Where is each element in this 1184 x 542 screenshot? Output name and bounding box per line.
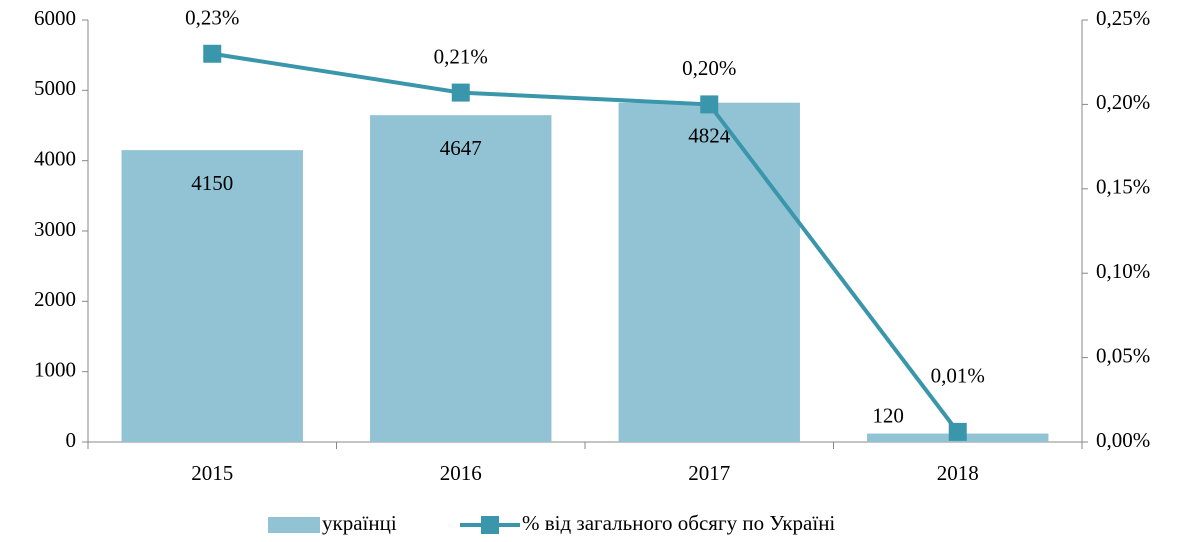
legend-marker: [481, 516, 499, 534]
line-marker: [700, 95, 719, 114]
bar-value-label: 4150: [191, 171, 233, 195]
x-tick-label: 2017: [688, 461, 730, 485]
y-tick-label: 0: [66, 428, 77, 452]
line-value-label: 0,01%: [931, 364, 985, 388]
y2-tick-label: 0,15%: [1096, 175, 1150, 199]
x-tick-label: 2018: [937, 461, 979, 485]
line-value-label: 0,21%: [434, 44, 488, 68]
legend-label: % від загального обсягу по Україні: [522, 511, 835, 535]
legend-swatch: [268, 517, 320, 533]
y2-tick-label: 0,25%: [1096, 6, 1150, 30]
y2-tick-label: 0,00%: [1096, 428, 1150, 452]
y-tick-label: 4000: [34, 146, 76, 170]
line-marker: [203, 44, 222, 63]
y-tick-label: 2000: [34, 287, 76, 311]
line-value-label: 0,23%: [185, 6, 239, 30]
x-tick-label: 2015: [191, 461, 233, 485]
y2-tick-label: 0,10%: [1096, 259, 1150, 283]
y-tick-label: 5000: [34, 76, 76, 100]
bar: [370, 115, 552, 442]
line: [211, 51, 960, 434]
y2-tick-label: 0,20%: [1096, 90, 1150, 114]
x-tick-label: 2016: [440, 461, 482, 485]
y-tick-label: 1000: [34, 357, 76, 381]
bar-value-label: 4647: [440, 136, 482, 160]
line-marker: [451, 83, 470, 102]
line-value-label: 0,20%: [682, 56, 736, 80]
line-marker: [948, 422, 967, 441]
y2-tick-label: 0,05%: [1096, 343, 1150, 367]
y-tick-label: 6000: [34, 6, 76, 30]
bar-value-label: 4824: [688, 124, 731, 148]
y-tick-label: 3000: [34, 217, 76, 241]
bar-value-label: 120: [872, 403, 904, 427]
bar: [121, 150, 303, 442]
legend-label: українці: [322, 511, 397, 535]
bar: [618, 102, 800, 442]
